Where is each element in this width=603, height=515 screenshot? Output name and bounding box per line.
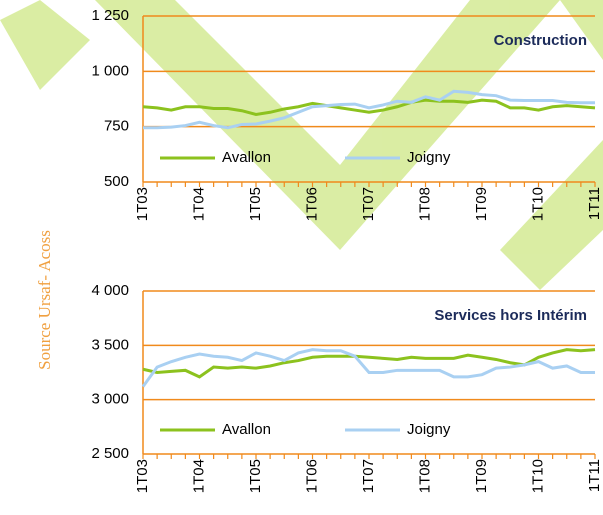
y-tick-label: 3 000 — [91, 391, 129, 408]
legend-label: Avallon — [222, 149, 271, 166]
legend-label: Joigny — [407, 149, 451, 166]
x-tick-label: 1T11 — [586, 187, 603, 220]
y-tick-label: 3 500 — [91, 336, 129, 353]
x-tick-label: 1T05 — [247, 187, 264, 221]
series-line — [143, 89, 595, 130]
x-tick-label: 1T09 — [473, 459, 490, 493]
y-tick-label: 750 — [104, 118, 129, 135]
x-tick-label: 1T10 — [529, 187, 546, 221]
x-tick-label: 1T08 — [416, 459, 433, 493]
legend-label: Avallon — [222, 421, 271, 438]
x-tick-label: 1T06 — [303, 459, 320, 493]
x-tick-label: 1T07 — [360, 459, 377, 493]
x-tick-label: 1T03 — [134, 187, 151, 221]
y-tick-label: 500 — [104, 173, 129, 190]
x-tick-label: 1T07 — [360, 187, 377, 221]
chart-title: Services hors Intérim — [434, 307, 587, 324]
x-tick-label: 1T04 — [190, 459, 207, 493]
y-tick-label: 1 000 — [91, 62, 129, 79]
x-tick-label: 1T11 — [586, 459, 603, 492]
series-line — [141, 348, 595, 388]
chart-title: Construction — [494, 32, 587, 49]
legend-label: Joigny — [407, 421, 451, 438]
x-tick-label: 1T05 — [247, 459, 264, 493]
background-chevrons — [0, 0, 603, 290]
y-tick-label: 2 500 — [91, 445, 129, 462]
y-tick-label: 1 250 — [91, 7, 129, 24]
x-tick-label: 1T08 — [416, 187, 433, 221]
x-tick-label: 1T09 — [473, 187, 490, 221]
x-tick-label: 1T10 — [529, 459, 546, 493]
x-tick-label: 1T06 — [303, 187, 320, 221]
series-line — [142, 98, 596, 117]
y-tick-label: 4 000 — [91, 282, 129, 299]
x-tick-label: 1T04 — [190, 187, 207, 221]
x-tick-label: 1T03 — [134, 459, 151, 493]
source-label: Source Ursaf- Acoss — [35, 230, 54, 370]
